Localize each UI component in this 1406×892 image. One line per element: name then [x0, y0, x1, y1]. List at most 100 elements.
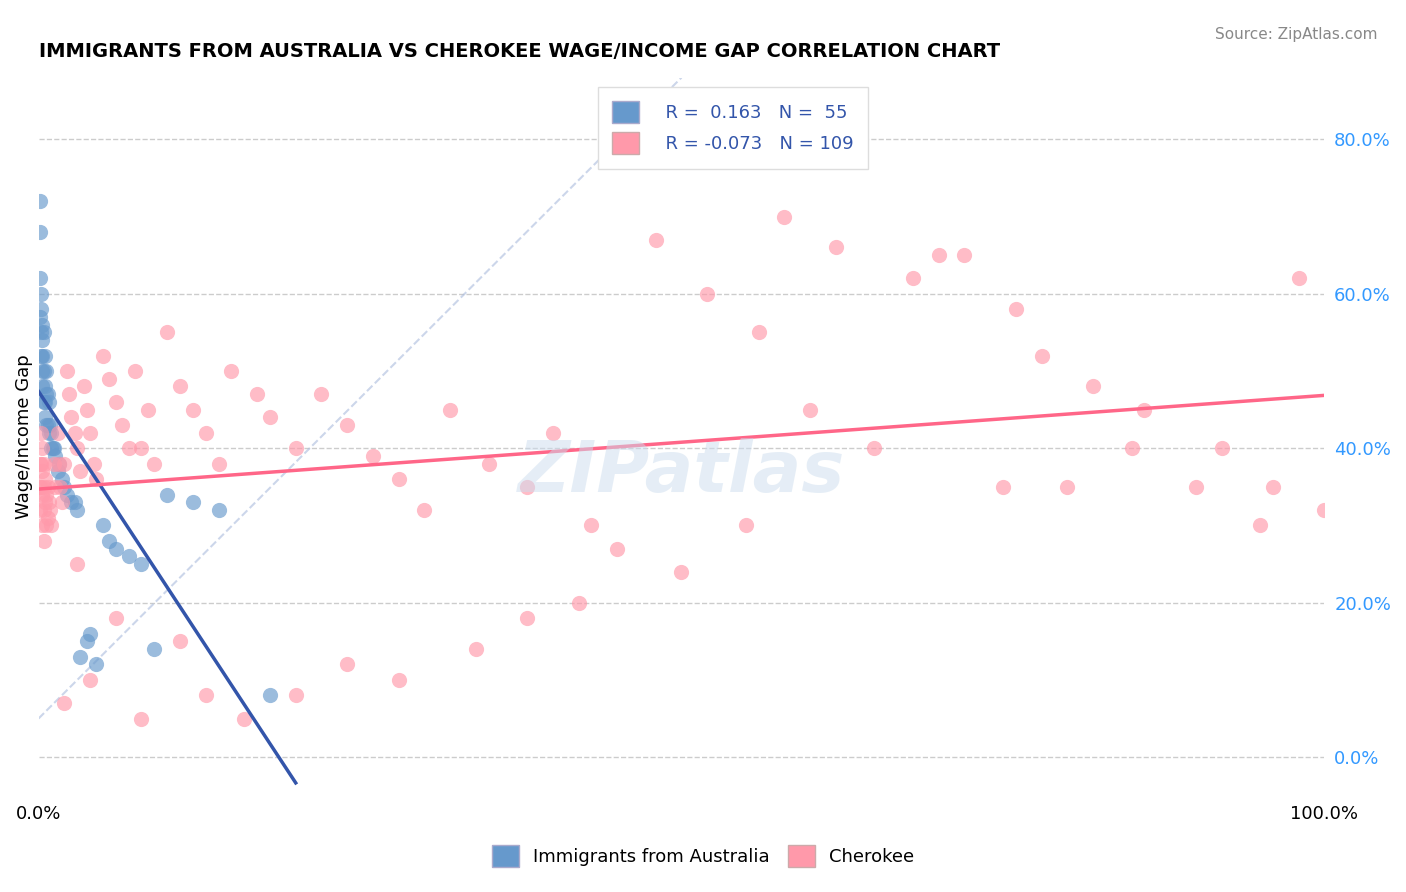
Point [413, 503, 436, 517]
Point [644, 233, 666, 247]
Point [98, 533, 121, 548]
Point [35, 518, 58, 533]
Point [824, 240, 846, 254]
Point [76, 402, 98, 417]
Point [696, 286, 718, 301]
Point [32, 364, 55, 378]
Point [41, 442, 63, 456]
Point [35, 387, 58, 401]
Point [41, 442, 63, 456]
Point [32, 480, 55, 494]
Point [98, 372, 121, 386]
Point [28, 310, 51, 324]
Point [38, 425, 60, 440]
Point [37, 418, 59, 433]
Point [34, 472, 56, 486]
Point [49, 480, 72, 494]
Point [59, 495, 82, 509]
Point [953, 248, 976, 262]
Point [59, 410, 82, 425]
Point [63, 425, 86, 440]
Point [1121, 442, 1143, 456]
Point [35, 364, 58, 378]
Point [30, 425, 52, 440]
Point [1249, 518, 1271, 533]
Point [734, 518, 756, 533]
Point [28, 225, 51, 239]
Point [1081, 379, 1104, 393]
Point [863, 442, 886, 456]
Point [1313, 503, 1336, 517]
Point [34, 395, 56, 409]
Point [32, 395, 55, 409]
Point [48, 457, 70, 471]
Point [104, 541, 127, 556]
Point [361, 449, 384, 463]
Point [387, 472, 409, 486]
Point [91, 518, 114, 533]
Point [53, 696, 76, 710]
Point [131, 442, 153, 456]
Point [66, 442, 89, 456]
Point [69, 465, 91, 479]
Point [44, 449, 66, 463]
Point [35, 487, 58, 501]
Point [606, 541, 628, 556]
Point [233, 712, 256, 726]
Point [37, 510, 59, 524]
Point [169, 634, 191, 648]
Point [31, 379, 53, 393]
Point [79, 425, 101, 440]
Point [464, 642, 486, 657]
Point [41, 518, 63, 533]
Point [104, 611, 127, 625]
Point [66, 503, 89, 517]
Point [34, 495, 56, 509]
Point [156, 487, 179, 501]
Point [31, 364, 53, 378]
Point [387, 673, 409, 687]
Point [207, 457, 229, 471]
Point [28, 480, 51, 494]
Point [111, 418, 134, 433]
Point [86, 657, 108, 672]
Point [28, 457, 51, 471]
Point [31, 465, 53, 479]
Point [773, 210, 796, 224]
Point [117, 549, 139, 564]
Point [69, 649, 91, 664]
Point [46, 425, 69, 440]
Point [31, 349, 53, 363]
Point [311, 387, 333, 401]
Point [581, 518, 603, 533]
Point [66, 557, 89, 571]
Point [51, 472, 73, 486]
Point [39, 503, 62, 517]
Point [42, 442, 65, 456]
Point [568, 596, 591, 610]
Point [91, 349, 114, 363]
Point [143, 457, 166, 471]
Point [284, 689, 307, 703]
Point [221, 364, 243, 378]
Point [194, 425, 217, 440]
Point [30, 480, 52, 494]
Point [1261, 480, 1284, 494]
Point [1031, 349, 1053, 363]
Point [39, 418, 62, 433]
Point [46, 465, 69, 479]
Point [34, 410, 56, 425]
Legend:   R =  0.163   N =  55,   R = -0.073   N = 109: R = 0.163 N = 55, R = -0.073 N = 109 [598, 87, 868, 169]
Point [901, 271, 924, 285]
Legend: Immigrants from Australia, Cherokee: Immigrants from Australia, Cherokee [484, 838, 922, 874]
Point [516, 611, 538, 625]
Point [991, 480, 1014, 494]
Point [38, 395, 60, 409]
Point [72, 379, 94, 393]
Point [336, 418, 359, 433]
Point [48, 457, 70, 471]
Point [38, 495, 60, 509]
Point [28, 503, 51, 517]
Point [30, 349, 52, 363]
Point [76, 634, 98, 648]
